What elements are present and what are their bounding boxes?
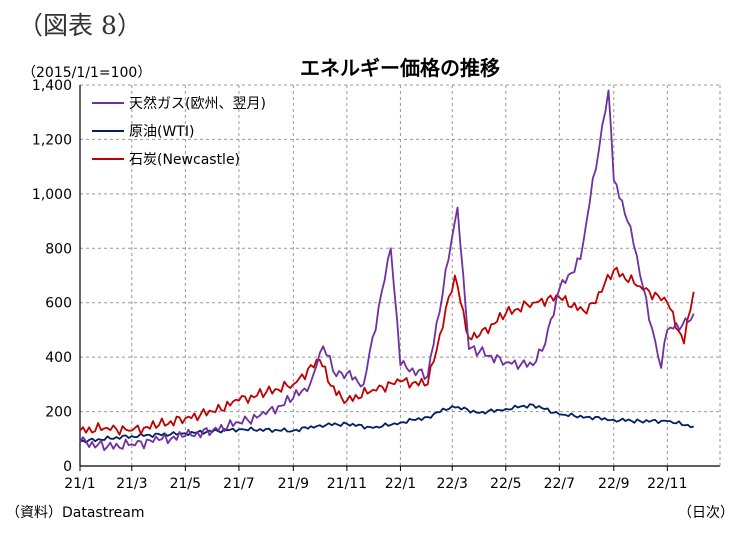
x-tick-label: 21/11 (327, 476, 367, 492)
x-tick-label: 21/7 (223, 476, 254, 492)
x-tick-label: 21/5 (170, 476, 201, 492)
x-tick-label: 21/3 (116, 476, 147, 492)
x-tick-label: 22/1 (385, 476, 416, 492)
series-line-gas (79, 89, 695, 452)
axes: 0 200 400 600 800 1,000 1,200 1,400 21/1 21/3 21/5… (32, 78, 721, 492)
series-line-coal (79, 266, 695, 436)
legend-label-coal: 石炭(Newcastle) (129, 152, 240, 168)
figure-label: （図表 8） (18, 11, 142, 40)
x-tick-label: 22/11 (647, 476, 687, 492)
legend-label-oil: 原油(WTI) (129, 124, 194, 140)
x-tick-label: 22/5 (490, 476, 521, 492)
chart-title: エネルギー価格の推移 (300, 56, 500, 80)
series-lines (79, 89, 695, 452)
y-tick-label: 1,200 (32, 132, 72, 148)
y-tick-label: 1,400 (32, 78, 72, 94)
y-tick-label: 400 (45, 350, 72, 366)
y-tick-label: 1,000 (32, 187, 72, 203)
x-tick-label: 22/3 (437, 476, 468, 492)
y-tick-label: 200 (45, 405, 72, 421)
series-line-oil (79, 403, 694, 444)
x-axis-unit: （日次） (678, 505, 734, 521)
y-tick-label: 0 (63, 459, 72, 475)
x-tick-label: 22/9 (598, 476, 629, 492)
y-tick-label: 800 (45, 241, 72, 257)
x-tick-label: 21/9 (278, 476, 309, 492)
legend-label-gas: 天然ガス(欧州、翌月) (129, 95, 266, 112)
x-tick-label: 22/7 (544, 476, 575, 492)
y-tick-label: 600 (45, 296, 72, 312)
x-tick-label: 21/1 (64, 476, 95, 492)
unit-note: （2015/1/1=100） (22, 65, 152, 81)
source-note: （資料）Datastream (6, 505, 145, 521)
legend: 天然ガス(欧州、翌月) 原油(WTI) 石炭(Newcastle) (92, 95, 266, 168)
